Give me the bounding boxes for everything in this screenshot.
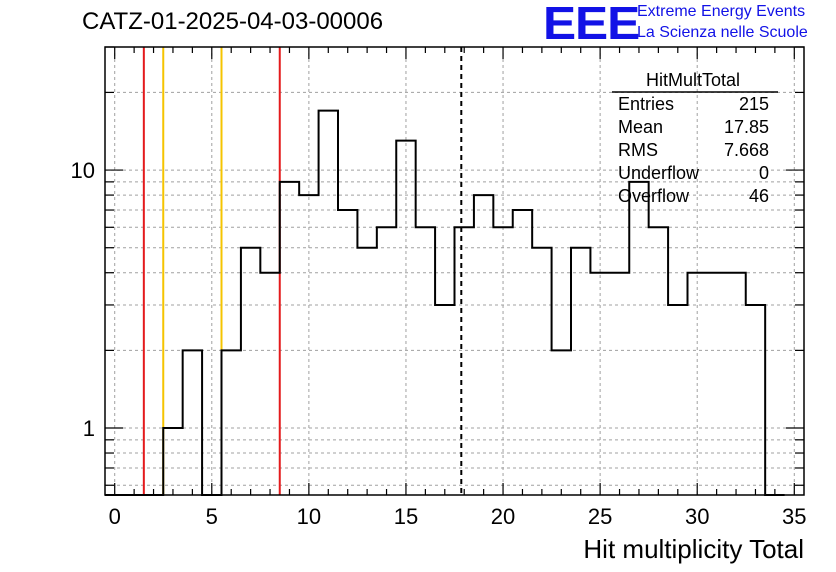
histogram-bin [746, 305, 765, 495]
histogram-outline [105, 109, 785, 496]
axis-frame [104, 46, 805, 496]
histogram-bin [571, 248, 590, 495]
histogram-bin [726, 273, 745, 495]
histogram-bin [260, 273, 279, 495]
histogram-bin [707, 273, 726, 495]
y-tick-label: 1 [83, 416, 95, 441]
histogram-bin [649, 227, 668, 495]
histogram-bin [688, 273, 707, 495]
histogram-bin [280, 182, 299, 495]
histogram-bin [668, 305, 687, 495]
stats-value: 215 [739, 94, 769, 114]
x-tick-label: 0 [109, 504, 121, 529]
stats-label: RMS [618, 140, 658, 160]
x-tick-label: 25 [588, 504, 612, 529]
x-axis-label: Hit multiplicity Total [583, 534, 804, 564]
x-tick-label: 5 [206, 504, 218, 529]
histogram-bin [319, 111, 338, 495]
logo-line-2: La Scienza nelle Scuole [637, 24, 808, 41]
histogram-bin [183, 350, 202, 495]
stats-value: 7.668 [724, 140, 769, 160]
histogram-bin [552, 350, 571, 495]
histogram-bin [299, 195, 318, 495]
histogram-bin [338, 210, 357, 495]
histogram-bin [629, 182, 648, 495]
histogram-bin [474, 195, 493, 495]
stats-title: HitMultTotal [646, 70, 740, 90]
stats-label: Entries [618, 94, 674, 114]
x-tick-label: 30 [685, 504, 709, 529]
run-title: CATZ-01-2025-04-03-00006 [82, 8, 384, 35]
histogram-bin [610, 273, 629, 495]
histogram-bin [590, 273, 609, 495]
histogram-bin [435, 305, 454, 495]
histogram-bin [377, 227, 396, 495]
histogram-bin [222, 350, 241, 495]
histogram-bin [163, 428, 182, 495]
x-tick-label: 10 [297, 504, 321, 529]
stats-label: Mean [618, 117, 663, 137]
stats-label: Overflow [618, 186, 690, 206]
histogram-bin [396, 141, 415, 495]
x-tick-label: 35 [782, 504, 806, 529]
eee-logo: EEE [543, 0, 640, 49]
x-tick-label: 20 [491, 504, 515, 529]
histogram-bin [416, 227, 435, 495]
stats-value: 46 [749, 186, 769, 206]
stats-label: Underflow [618, 163, 700, 183]
stats-value: 0 [759, 163, 769, 183]
logo-line-1: Extreme Energy Events [637, 3, 806, 20]
histogram-bin [241, 248, 260, 495]
stats-value: 17.85 [724, 117, 769, 137]
histogram-bin [532, 248, 551, 495]
histogram-bin [513, 210, 532, 495]
histogram-bin [455, 227, 474, 495]
y-tick-label: 10 [71, 158, 95, 183]
x-tick-label: 15 [394, 504, 418, 529]
histogram-bin [357, 248, 376, 495]
histogram-bin [493, 227, 512, 495]
